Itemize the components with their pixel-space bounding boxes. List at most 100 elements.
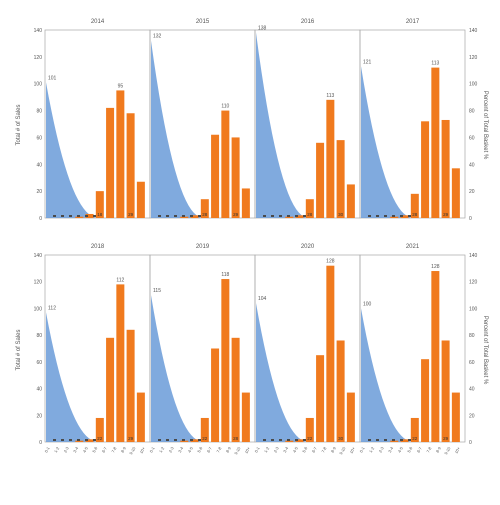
bar <box>95 191 104 218</box>
baseline-marker <box>93 439 96 441</box>
y-tick-label: 0 <box>39 216 42 222</box>
area-peak-label: 101 <box>48 75 57 81</box>
bar <box>126 329 135 442</box>
bar <box>285 440 294 442</box>
x-tick-label: 2-3 <box>273 445 281 453</box>
baseline-marker <box>158 439 161 441</box>
x-tick-label: 9-10 <box>233 445 242 455</box>
panel-title: 2014 <box>91 19 105 25</box>
bar <box>431 271 440 442</box>
x-tick-label: 0-1 <box>253 445 261 453</box>
panel-title: 2017 <box>406 19 420 25</box>
baseline-marker <box>263 439 266 441</box>
x-tick-label: 3-4 <box>177 445 185 453</box>
baseline-marker <box>198 215 201 217</box>
area-peak-label: 121 <box>363 59 372 65</box>
baseline-label: 22 <box>202 436 208 441</box>
baseline-marker <box>93 215 96 217</box>
bar <box>410 417 419 442</box>
bar <box>231 137 240 218</box>
baseline-marker <box>190 439 193 441</box>
bar <box>75 216 84 218</box>
bar <box>231 337 240 442</box>
y-tick-label: 140 <box>34 253 43 259</box>
y-tick-label: 0 <box>39 440 42 446</box>
bar <box>136 392 145 442</box>
baseline-label: 29 <box>443 436 449 441</box>
panel-title: 2016 <box>301 19 315 25</box>
x-tick-label: 7-8 <box>110 445 118 453</box>
baseline-marker <box>287 439 290 441</box>
baseline-marker <box>279 439 282 441</box>
bar <box>241 392 250 442</box>
left-axis-title-top: Total # of Sales <box>16 104 22 145</box>
area-series <box>361 66 415 218</box>
bar <box>326 99 335 218</box>
baseline-marker <box>61 215 64 217</box>
bar <box>221 279 230 442</box>
bar <box>85 213 94 218</box>
bar <box>285 216 294 218</box>
bar <box>211 134 220 218</box>
y-tick-label-right: 100 <box>469 82 478 88</box>
bar <box>316 142 325 218</box>
baseline-marker <box>376 439 379 441</box>
y-tick-label-right: 80 <box>469 333 475 339</box>
x-tick-label: 7-8 <box>215 445 223 453</box>
baseline-marker <box>182 439 185 441</box>
bar <box>211 348 220 442</box>
x-tick-label: 1-2 <box>53 445 61 453</box>
bar <box>126 113 135 218</box>
bar <box>305 199 314 218</box>
baseline-label: 22 <box>307 436 313 441</box>
panel-title: 2015 <box>196 19 210 25</box>
bar <box>421 359 430 442</box>
bar <box>441 340 450 442</box>
y-tick-label: 140 <box>34 28 43 34</box>
baseline-marker <box>190 215 193 217</box>
y-tick-label-right: 80 <box>469 109 475 115</box>
y-tick-label: 100 <box>34 306 43 312</box>
x-tick-label: 1-2 <box>158 445 166 453</box>
bar-value-label: 110 <box>221 104 229 110</box>
x-tick-label: 10+ <box>138 445 146 454</box>
area-peak-label: 138 <box>258 26 267 32</box>
y-tick-label: 80 <box>36 333 42 339</box>
x-tick-label: 3-4 <box>282 445 290 453</box>
x-tick-label: 3-4 <box>387 445 395 453</box>
baseline-marker <box>166 215 169 217</box>
area-series <box>151 295 205 442</box>
baseline-label: 18 <box>97 212 103 217</box>
y-tick-label-right: 40 <box>469 162 475 168</box>
area-peak-label: 112 <box>48 305 56 311</box>
y-tick-label-right: 0 <box>469 216 472 222</box>
bar-value-label: 112 <box>116 277 124 283</box>
x-tick-label: 6-7 <box>416 445 424 453</box>
x-tick-label: 9-10 <box>338 445 347 455</box>
bar <box>410 193 419 218</box>
bar <box>200 199 209 218</box>
area-series <box>256 32 310 218</box>
baseline-marker <box>376 215 379 217</box>
baseline-label: 28 <box>233 436 239 441</box>
x-tick-label: 8-9 <box>330 445 338 453</box>
baseline-marker <box>384 215 387 217</box>
x-tick-label: 5-6 <box>91 445 99 453</box>
x-tick-label: 1-2 <box>263 445 271 453</box>
bar <box>200 417 209 442</box>
y-tick-label: 20 <box>36 189 42 195</box>
y-tick-label-right: 120 <box>469 55 478 61</box>
baseline-marker <box>77 215 80 217</box>
bar <box>241 188 250 218</box>
y-tick-label: 40 <box>36 162 42 168</box>
x-tick-label: 3-4 <box>72 445 80 453</box>
y-tick-label: 60 <box>36 360 42 366</box>
y-tick-label-right: 20 <box>469 413 475 419</box>
baseline-label: 29 <box>443 212 449 217</box>
y-tick-label: 40 <box>36 387 42 393</box>
bar-value-label: 128 <box>326 259 335 265</box>
x-tick-label: 0-1 <box>43 445 51 453</box>
x-tick-label: 2-3 <box>168 445 176 453</box>
x-tick-label: 7-8 <box>320 445 328 453</box>
area-peak-label: 115 <box>153 288 161 294</box>
